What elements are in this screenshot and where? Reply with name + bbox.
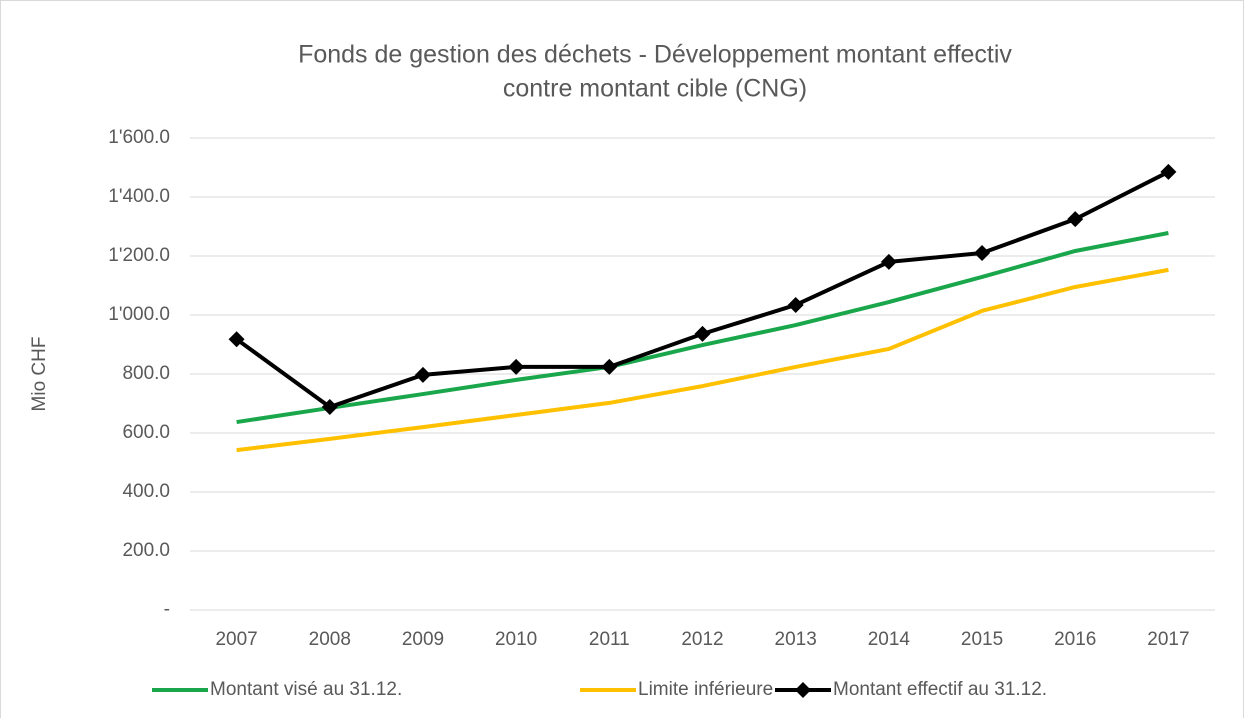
legend-label: Limite inférieure bbox=[638, 679, 773, 700]
x-tick-label: 2015 bbox=[961, 629, 1003, 650]
x-tick-label: 2008 bbox=[309, 629, 351, 650]
x-tick-label: 2012 bbox=[681, 629, 723, 650]
y-tick-label: 400.0 bbox=[122, 481, 170, 502]
marker bbox=[414, 366, 431, 383]
marker bbox=[787, 296, 804, 313]
y-tick-label: 200.0 bbox=[122, 540, 170, 561]
y-tick-label: 1'200.0 bbox=[108, 245, 170, 266]
legend-marker bbox=[795, 682, 811, 698]
marker bbox=[974, 245, 991, 262]
x-tick-label: 2011 bbox=[589, 629, 630, 650]
y-tick-label: 600.0 bbox=[122, 422, 170, 443]
chart-title: Fonds de gestion des déchets - Développe… bbox=[298, 41, 1012, 69]
line-series bbox=[236, 231, 1169, 425]
x-tick-label: 2017 bbox=[1147, 629, 1189, 650]
marker bbox=[1160, 163, 1177, 180]
legend-label: Montant visé au 31.12. bbox=[210, 679, 402, 700]
y-tick-label: - bbox=[164, 599, 170, 620]
x-tick-label: 2007 bbox=[215, 629, 257, 650]
line-series bbox=[236, 267, 1169, 453]
x-tick-label: 2014 bbox=[868, 629, 911, 650]
marker bbox=[601, 358, 618, 375]
y-tick-label: 1'400.0 bbox=[108, 186, 170, 207]
legend-label: Montant effectif au 31.12. bbox=[833, 679, 1047, 700]
y-tick-label: 800.0 bbox=[122, 363, 170, 384]
y-axis-label: Mio CHF bbox=[29, 337, 50, 412]
marker bbox=[321, 399, 338, 416]
marker bbox=[1067, 211, 1084, 228]
x-tick-label: 2013 bbox=[775, 629, 817, 650]
marker bbox=[508, 358, 525, 375]
x-tick-label: 2009 bbox=[402, 629, 444, 650]
marker bbox=[880, 253, 897, 270]
marker bbox=[228, 331, 245, 348]
y-tick-label: 1'600.0 bbox=[108, 127, 170, 148]
x-tick-label: 2010 bbox=[495, 629, 537, 650]
marker bbox=[694, 325, 711, 342]
chart-title: contre montant cible (CNG) bbox=[503, 75, 807, 103]
y-tick-label: 1'000.0 bbox=[108, 304, 170, 325]
x-tick-label: 2016 bbox=[1054, 629, 1096, 650]
